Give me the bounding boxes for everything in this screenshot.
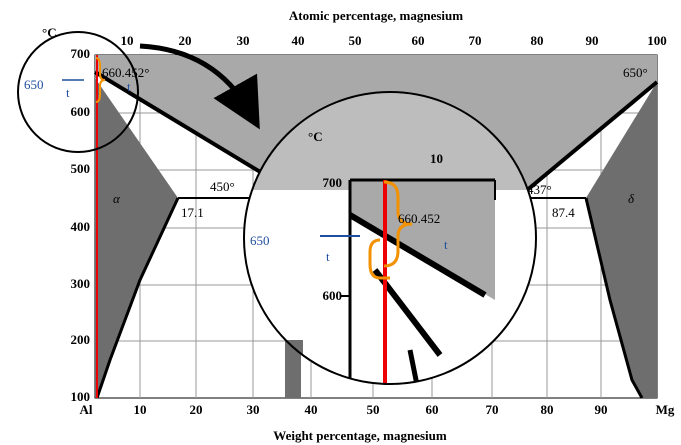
x-end-label: Al xyxy=(80,402,93,417)
phase-label: α xyxy=(113,191,121,206)
focus-circle xyxy=(17,31,139,153)
y-tick-label: 600 xyxy=(71,104,91,119)
marker-t: t xyxy=(127,79,131,94)
mag-marker-t: t xyxy=(444,237,448,252)
top-tick-label: 10 xyxy=(121,33,134,48)
bottom-tick-label: 90 xyxy=(595,402,608,417)
y-tick-label: 300 xyxy=(71,276,91,291)
bottom-tick-label: 60 xyxy=(426,402,439,417)
annotation: 650° xyxy=(623,65,648,80)
annotation: 660.452° xyxy=(102,65,149,80)
bottom-tick-label: 70 xyxy=(486,402,499,417)
top-axis-title: Atomic percentage, magnesium xyxy=(289,8,463,23)
mag-marker-t: t xyxy=(326,249,330,264)
marker-t: t xyxy=(66,85,70,100)
bottom-tick-label: 10 xyxy=(134,402,147,417)
top-tick-label: 60 xyxy=(412,33,425,48)
y-tick-label: 500 xyxy=(71,161,91,176)
annotation: 87.4 xyxy=(552,205,575,220)
mag-marker-value: 650 xyxy=(250,233,270,248)
marker-value: 650 xyxy=(24,77,44,92)
solvus xyxy=(584,197,644,399)
y-tick-label: 700 xyxy=(71,46,91,61)
phase-label: δ xyxy=(628,191,635,206)
top-tick-label: 90 xyxy=(586,33,599,48)
mag-tick-label: 700 xyxy=(323,175,343,190)
top-tick-label: 30 xyxy=(237,33,250,48)
solvus xyxy=(95,197,180,399)
mag-tick-label: 600 xyxy=(323,288,343,303)
annotation: 17.1 xyxy=(181,205,204,220)
y-tick-label: 200 xyxy=(71,332,91,347)
zoom-arrow xyxy=(139,43,260,130)
bottom-axis-title: Weight percentage, magnesium xyxy=(273,428,447,443)
top-tick-label: 70 xyxy=(469,33,482,48)
magnifier: °C 10 700 600 660.452 650 t t xyxy=(244,92,536,384)
mag-tick-label: 10 xyxy=(430,151,443,166)
bottom-tick-label: 20 xyxy=(190,402,203,417)
top-tick-label: 80 xyxy=(531,33,544,48)
top-tick-label: 40 xyxy=(292,33,305,48)
y-tick-label: 400 xyxy=(71,219,91,234)
annotation: 437° xyxy=(527,182,552,197)
delta-region xyxy=(586,82,657,398)
mag-unit: °C xyxy=(308,129,323,144)
top-tick-label: 100 xyxy=(647,33,667,48)
bottom-tick-label: 30 xyxy=(247,402,260,417)
magnifier-rim xyxy=(243,91,537,385)
annotation: 450° xyxy=(210,179,235,194)
alpha-region xyxy=(95,78,178,398)
top-tick-label: 50 xyxy=(349,33,362,48)
top-tick-label: 20 xyxy=(179,33,192,48)
brace xyxy=(95,57,106,103)
bottom-tick-label: 50 xyxy=(367,402,380,417)
y-tick-label: 100 xyxy=(71,389,91,404)
mag-value: 660.452 xyxy=(398,211,440,226)
y-unit: °C xyxy=(42,25,57,40)
bottom-tick-label: 40 xyxy=(305,402,318,417)
bottom-tick-label: 80 xyxy=(541,402,554,417)
x-end-label: Mg xyxy=(656,402,675,417)
